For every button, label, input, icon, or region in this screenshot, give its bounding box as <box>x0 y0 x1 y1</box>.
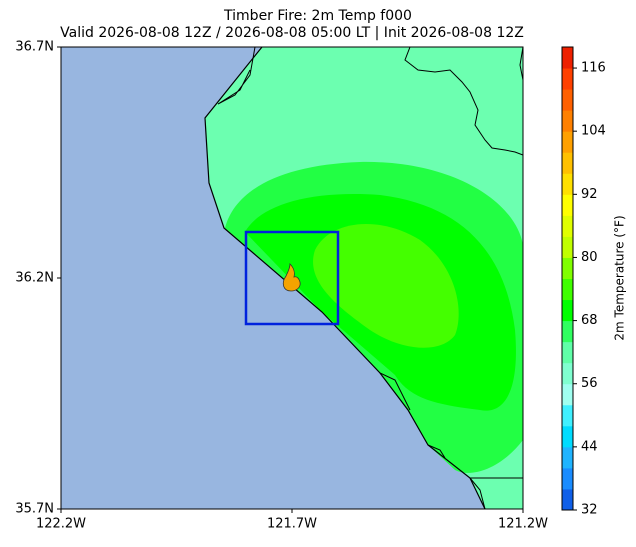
colorbar-band <box>562 488 573 511</box>
colorbar-tick-label: 68 <box>581 313 598 328</box>
y-tick-label: 36.2N <box>15 271 54 286</box>
fire-icon <box>282 263 301 292</box>
subtitle: Valid 2026-08-08 12Z / 2026-08-08 05:00 … <box>60 25 524 41</box>
colorbar-band <box>562 236 573 258</box>
y-tick-label: 35.7N <box>15 502 54 517</box>
y-tick-label: 36.7N <box>15 40 54 55</box>
colorbar-band <box>562 89 573 111</box>
x-tick-label: 122.2W <box>36 517 86 532</box>
colorbar-label: 2m Temperature (°F) <box>613 215 627 340</box>
colorbar: 32 44 56 68 80 92 104 116 <box>561 46 606 518</box>
colorbar-band <box>562 110 573 132</box>
colorbar-tick-label: 116 <box>581 61 606 76</box>
coastline <box>427 444 446 459</box>
colorbar-band <box>562 47 573 69</box>
coastline <box>217 47 256 105</box>
border <box>469 477 486 509</box>
x-tick-label: 121.7W <box>267 517 317 532</box>
colorbar-band <box>562 131 573 153</box>
border <box>519 47 523 81</box>
colorbar-tick-label: 80 <box>581 250 598 265</box>
temp-contour <box>313 223 459 348</box>
colorbar-tick-label: 92 <box>581 187 598 202</box>
coastline <box>204 47 486 509</box>
colorbar-frame <box>561 46 574 511</box>
colorbar-band <box>562 383 573 406</box>
colorbar-band <box>562 362 573 385</box>
colorbar-band <box>562 152 573 174</box>
colorbar-band <box>562 173 573 195</box>
map-area <box>60 46 524 510</box>
title: Timber Fire: 2m Temp f000 <box>223 8 412 24</box>
colorbar-band <box>562 68 573 90</box>
colorbar-band <box>562 404 573 427</box>
colorbar-band <box>562 194 573 216</box>
colorbar-band <box>562 425 573 448</box>
colorbar-band <box>562 215 573 237</box>
colorbar-tick-label: 56 <box>581 376 598 391</box>
colorbar-band <box>562 320 573 343</box>
colorbar-band <box>562 341 573 364</box>
colorbar-tick-label: 104 <box>581 124 606 139</box>
colorbar-tick-label: 44 <box>581 439 598 454</box>
colorbar-band <box>562 257 573 279</box>
state-border <box>404 47 523 156</box>
x-tick-label: 121.2W <box>498 517 548 532</box>
colorbar-tick-label: 32 <box>581 503 598 518</box>
colorbar-band <box>562 467 573 490</box>
coastline <box>379 372 411 411</box>
colorbar-band <box>562 446 573 469</box>
colorbar-band <box>562 278 573 301</box>
colorbar-band <box>562 299 573 322</box>
fire-box <box>244 230 340 326</box>
